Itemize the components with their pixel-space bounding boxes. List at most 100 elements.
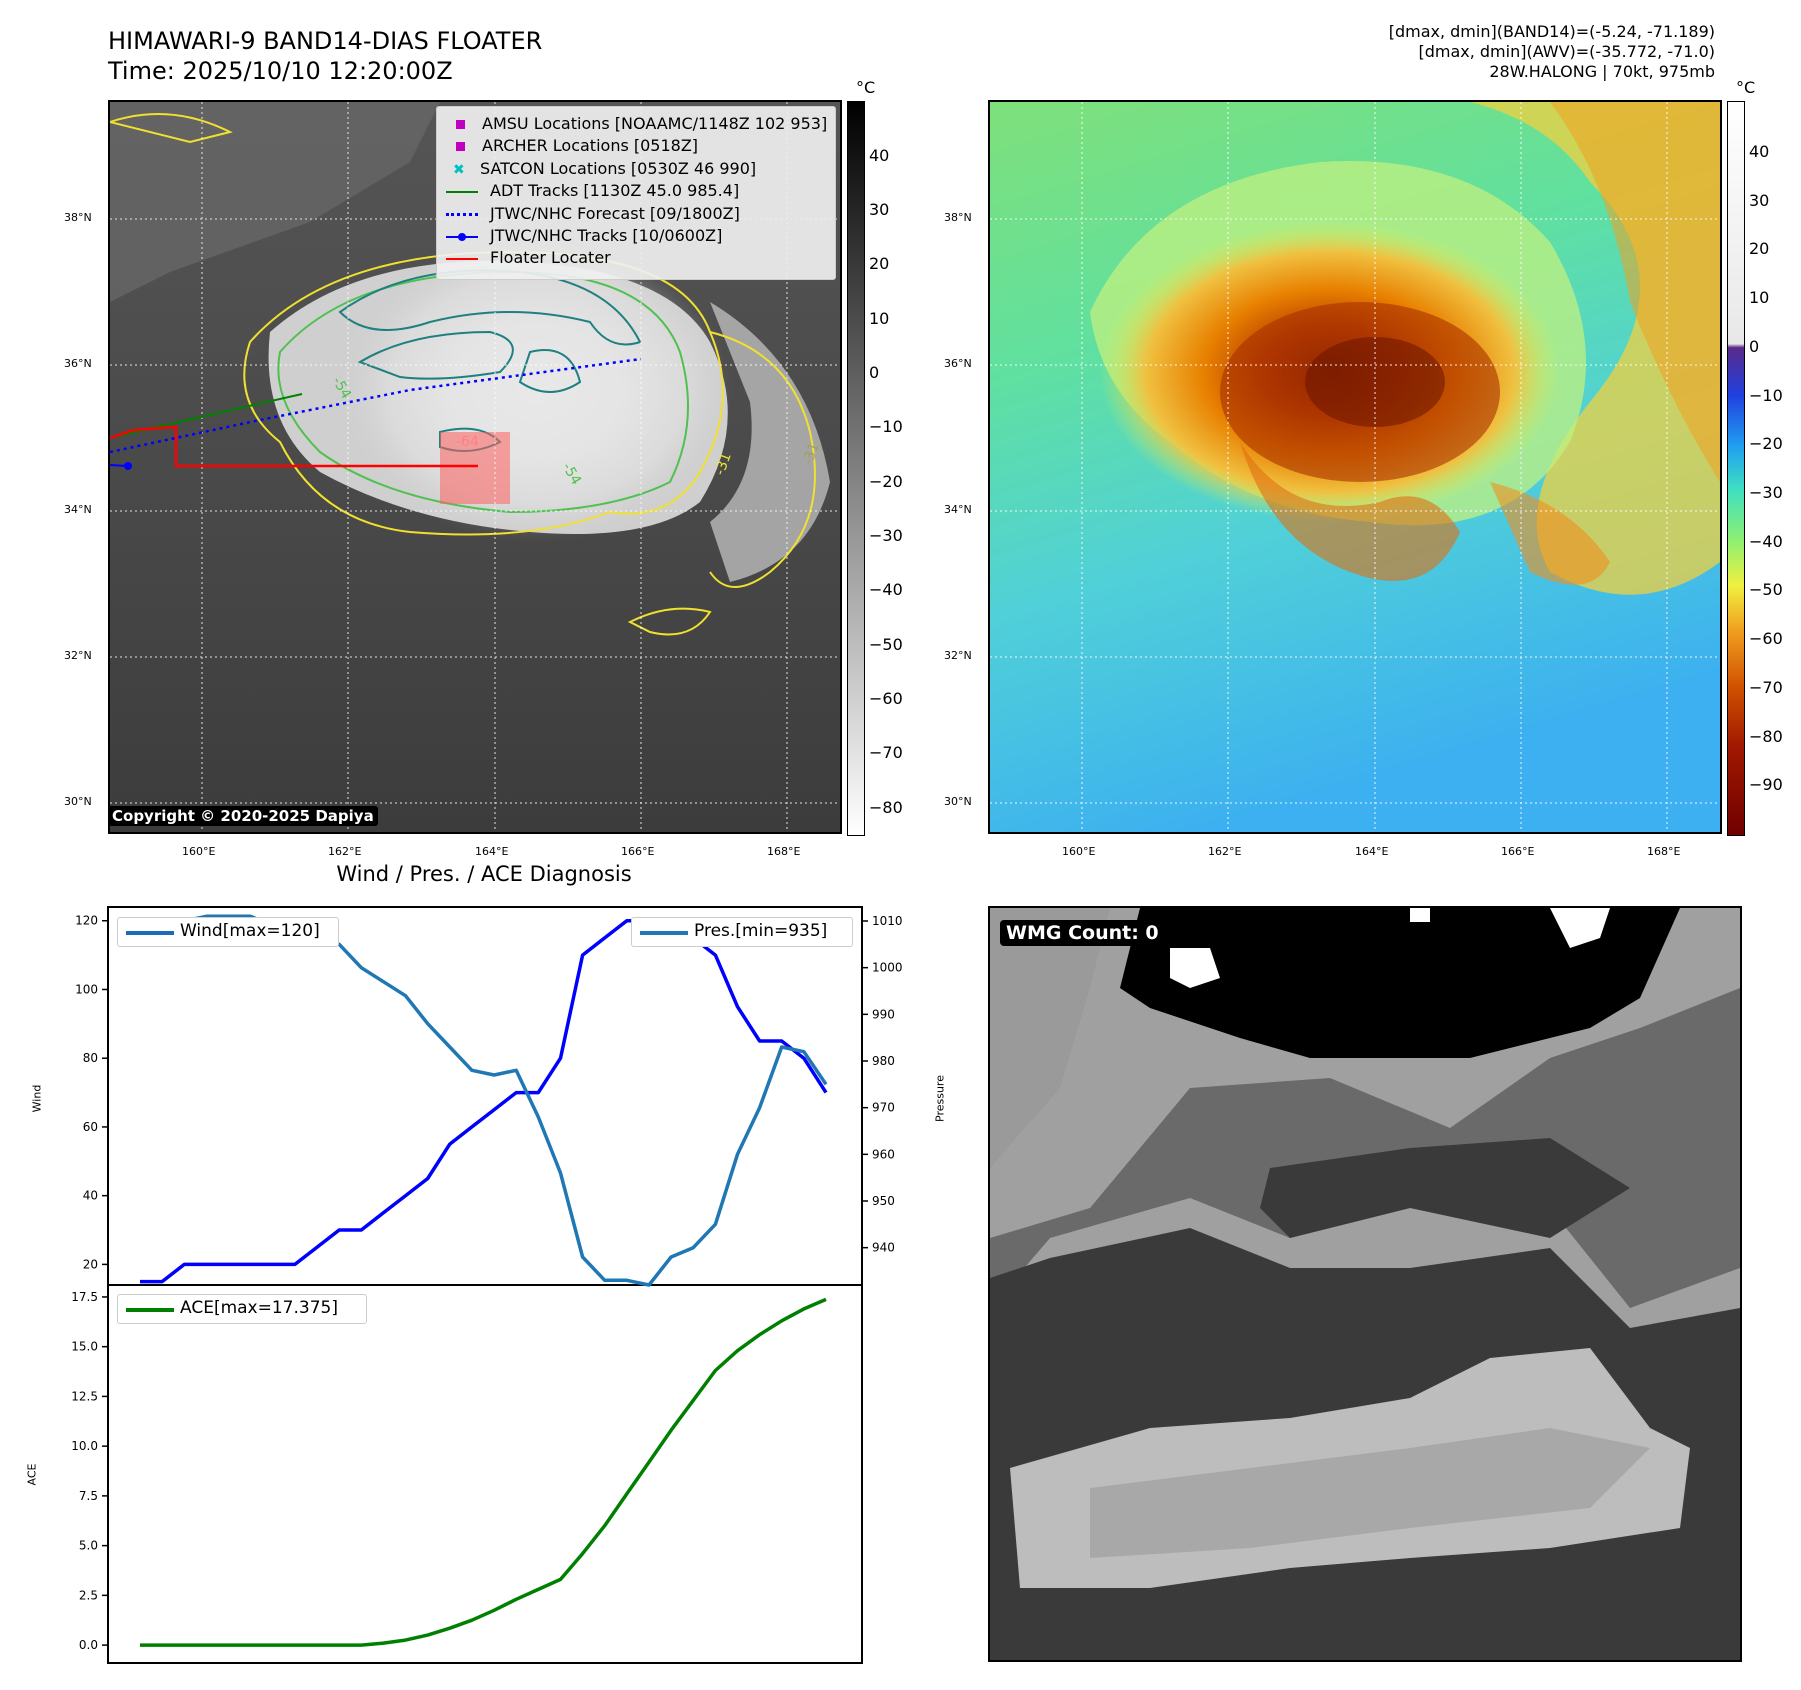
legend-satcon: ✖ SATCON Locations [0530Z 46 990] xyxy=(442,159,757,178)
ace-legend-swatch xyxy=(126,1308,174,1312)
y-tick-label: 0.0 xyxy=(79,1638,98,1652)
lon-label: 160°E xyxy=(1062,845,1096,858)
y-tick-label: 100 xyxy=(75,982,98,996)
ace-legend: ACE[max=17.375] xyxy=(117,1294,367,1324)
square-marker-icon xyxy=(456,120,465,129)
legend-label: ARCHER Locations [0518Z] xyxy=(482,136,699,155)
lat-label: 36°N xyxy=(64,357,92,370)
ir-map-panel[interactable] xyxy=(108,100,842,834)
legend-label: ADT Tracks [1130Z 45.0 985.4] xyxy=(490,181,740,200)
lon-label: 166°E xyxy=(621,845,655,858)
colorbar-tick: −20 xyxy=(1749,434,1783,453)
y-tick-label: 120 xyxy=(75,914,98,928)
ace-legend-label: ACE[max=17.375] xyxy=(180,1298,338,1318)
colorbar-tick: 40 xyxy=(869,146,890,165)
lat-label: 36°N xyxy=(944,357,972,370)
legend-label: JTWC/NHC Forecast [09/1800Z] xyxy=(490,204,740,223)
info-band14-range: [dmax, dmin](BAND14)=(-5.24, -71.189) xyxy=(1388,22,1715,41)
legend-label: Floater Locater xyxy=(490,248,611,267)
wv-map-panel[interactable] xyxy=(988,100,1722,834)
legend-amsu: AMSU Locations [NOAAMC/1148Z 102 953] xyxy=(442,114,828,133)
y-tick-label: 80 xyxy=(83,1051,98,1065)
lat-label: 30°N xyxy=(944,795,972,808)
wind-axis-label: Wind xyxy=(30,1084,44,1113)
y-tick-label: 17.5 xyxy=(71,1290,98,1304)
lat-label: 34°N xyxy=(944,503,972,516)
ace-axes-frame xyxy=(107,1284,863,1664)
colorbar-tick: 40 xyxy=(1749,142,1770,161)
pressure-axis-label: Pressure xyxy=(933,1075,947,1122)
lon-label: 166°E xyxy=(1501,845,1535,858)
line-marker-icon xyxy=(446,257,478,260)
colorbar-tick: 0 xyxy=(869,363,880,382)
y-tick-label: 7.5 xyxy=(79,1489,98,1503)
legend-adt: ADT Tracks [1130Z 45.0 985.4] xyxy=(442,181,740,200)
dotted-line-icon xyxy=(446,213,478,216)
lon-label: 168°E xyxy=(1647,845,1681,858)
y-tick-label: 12.5 xyxy=(71,1389,98,1403)
wind-legend: Wind[max=120] xyxy=(117,917,339,947)
y-tick-label: 950 xyxy=(872,1194,895,1208)
info-awv-range: [dmax, dmin](AWV)=(-35.772, -71.0) xyxy=(1418,42,1715,61)
figure-title: HIMAWARI-9 BAND14-DIAS FLOATER Time: 202… xyxy=(108,26,542,86)
storm-info: [dmax, dmin](BAND14)=(-5.24, -71.189) [d… xyxy=(1389,22,1715,82)
y-tick-label: 5.0 xyxy=(79,1539,98,1553)
colorbar-tick: −50 xyxy=(1749,580,1783,599)
diagnosis-chart[interactable]: 120 100 80 60 40 20 1010 1000 990 980 970 960 950 94… xyxy=(0,900,960,1670)
lon-label: 162°E xyxy=(1208,845,1242,858)
lat-label: 30°N xyxy=(64,795,92,808)
info-storm-intensity: 28W.HALONG | 70kt, 975mb xyxy=(1489,62,1715,81)
pressure-legend-swatch-overlap xyxy=(126,931,174,935)
line-marker-icon xyxy=(446,190,478,193)
title-line-1: HIMAWARI-9 BAND14-DIAS FLOATER xyxy=(108,27,543,55)
colorbar-tick: 10 xyxy=(1749,288,1770,307)
wind-pressure-axes-frame xyxy=(107,906,863,1286)
square-marker-icon xyxy=(456,142,465,151)
colorbar-tick: 30 xyxy=(869,200,890,219)
colorbar-tick: −30 xyxy=(1749,483,1783,502)
y-tick-label: 40 xyxy=(83,1189,98,1203)
colorbar-tick: 20 xyxy=(1749,239,1770,258)
lon-label: 164°E xyxy=(475,845,509,858)
lon-label: 160°E xyxy=(182,845,216,858)
lat-label: 38°N xyxy=(944,211,972,224)
legend-floater: Floater Locater xyxy=(442,248,611,267)
wv-colorbar xyxy=(1727,101,1745,836)
y-tick-label: 960 xyxy=(872,1147,895,1161)
pressure-legend-label: Pres.[min=935] xyxy=(694,921,828,941)
colorbar-tick: −80 xyxy=(869,798,903,817)
ir-colorbar-unit: °C xyxy=(856,78,876,97)
lon-label: 168°E xyxy=(767,845,801,858)
y-tick-label: 940 xyxy=(872,1241,895,1255)
colorbar-tick: 20 xyxy=(869,254,890,273)
lon-label: 164°E xyxy=(1355,845,1389,858)
y-tick-label: 10.0 xyxy=(71,1439,98,1453)
wind-legend-label: Wind[max=120] xyxy=(180,921,320,941)
colorbar-tick: −80 xyxy=(1749,727,1783,746)
colorbar-tick: −30 xyxy=(869,526,903,545)
legend-label: AMSU Locations [NOAAMC/1148Z 102 953] xyxy=(482,114,828,133)
ace-series-line xyxy=(140,1297,827,1647)
lat-label: 34°N xyxy=(64,503,92,516)
legend-archer: ARCHER Locations [0518Z] xyxy=(442,136,699,155)
wind-series-line xyxy=(140,918,828,1284)
x-marker-icon: ✖ xyxy=(453,162,465,178)
colorbar-tick: −70 xyxy=(869,743,903,762)
wmg-image xyxy=(990,908,1740,1660)
ir-colorbar xyxy=(847,101,865,836)
legend-label: SATCON Locations [0530Z 46 990] xyxy=(480,159,757,178)
colorbar-tick: 0 xyxy=(1749,337,1760,356)
contour-label: -64 xyxy=(456,434,479,450)
title-line-2: Time: 2025/10/10 12:20:00Z xyxy=(108,57,453,85)
colorbar-tick: −10 xyxy=(1749,386,1783,405)
lat-label: 32°N xyxy=(64,649,92,662)
colorbar-tick: −40 xyxy=(1749,532,1783,551)
colorbar-tick: 30 xyxy=(1749,191,1770,210)
wv-map-image xyxy=(990,102,1720,832)
legend-forecast: JTWC/NHC Forecast [09/1800Z] xyxy=(442,204,740,223)
ace-axis-label: ACE xyxy=(25,1463,39,1486)
wmg-panel[interactable] xyxy=(988,906,1742,1662)
y-tick-label: 20 xyxy=(83,1257,98,1271)
colorbar-tick: 10 xyxy=(869,309,890,328)
y-tick-label: 1000 xyxy=(872,961,903,975)
